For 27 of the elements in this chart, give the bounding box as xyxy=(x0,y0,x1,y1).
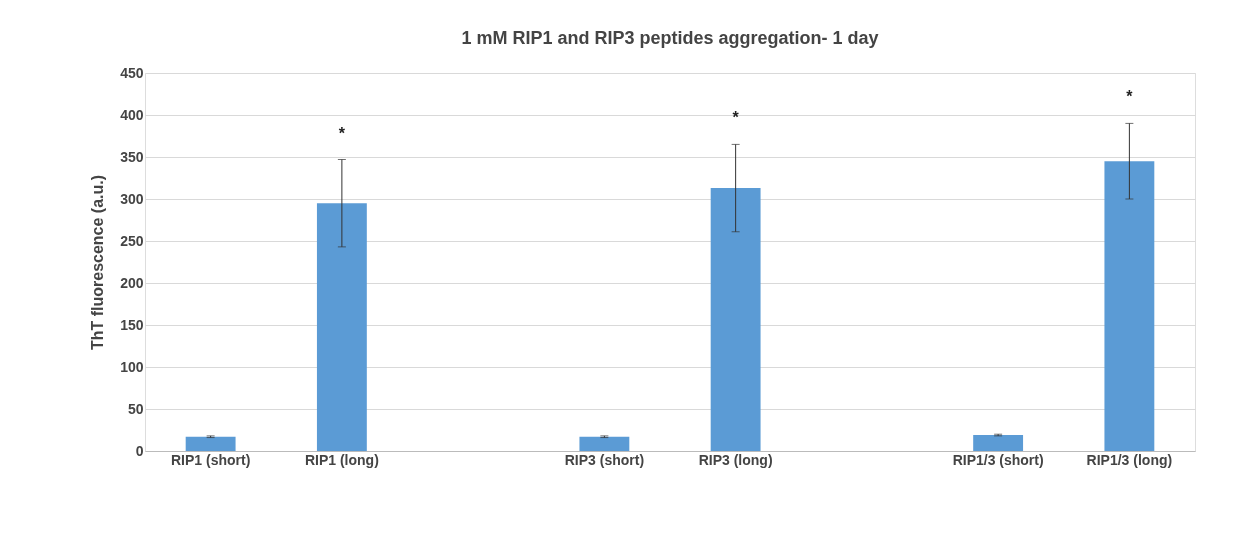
x-tick-label: RIP1 (short) xyxy=(170,451,251,468)
y-tick-label: 50 xyxy=(127,400,144,417)
y-tick-label: 400 xyxy=(120,106,144,123)
annotation: * xyxy=(338,124,346,142)
x-tick-label: RIP3 (short) xyxy=(564,451,645,468)
x-tick-label: RIP1/3 (long) xyxy=(1086,451,1173,468)
x-tick-label: RIP1/3 (short) xyxy=(952,451,1044,468)
y-axis-title: ThT fluorescence (a.u.) xyxy=(89,174,107,351)
bar xyxy=(710,188,761,451)
y-tick-label: 250 xyxy=(120,232,144,249)
y-tick-label: 0 xyxy=(135,442,144,459)
y-tick-label: 300 xyxy=(120,190,144,207)
y-tick-label: 150 xyxy=(120,316,144,333)
annotation: * xyxy=(732,109,740,127)
annotation: * xyxy=(1126,88,1134,106)
y-tick-label: 200 xyxy=(120,274,144,291)
chart-title: 1 mM RIP1 and RIP3 peptides aggregation- 1 day xyxy=(461,28,879,48)
x-tick-label: RIP3 (long) xyxy=(698,451,773,468)
y-tick-label: 350 xyxy=(120,148,144,165)
y-tick-label: 100 xyxy=(120,358,144,375)
bar xyxy=(316,203,367,451)
y-tick-label: 450 xyxy=(120,64,144,81)
x-tick-label: RIP1 (long) xyxy=(304,451,379,468)
bar xyxy=(1104,161,1155,451)
bar xyxy=(185,436,236,451)
bar xyxy=(579,436,630,451)
bar xyxy=(973,435,1024,451)
